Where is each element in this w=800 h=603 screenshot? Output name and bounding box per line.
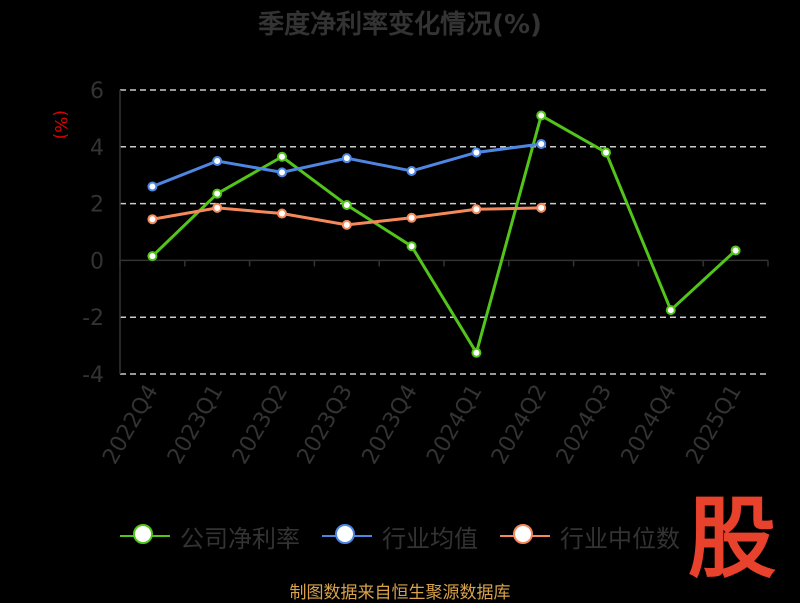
y-tick-label: 4 xyxy=(90,136,104,161)
data-point xyxy=(277,167,287,178)
x-tick-label: 2023Q1 xyxy=(163,381,228,469)
x-tick-label: 2024Q3 xyxy=(552,381,617,469)
x-tick-label: 2023Q2 xyxy=(228,381,293,469)
x-tick-label: 2024Q1 xyxy=(422,381,487,469)
x-tick-label: 2023Q4 xyxy=(357,381,422,469)
series-line xyxy=(151,113,737,357)
data-point xyxy=(341,219,352,230)
legend-swatch xyxy=(120,524,170,544)
legend-swatch xyxy=(322,524,372,544)
data-point xyxy=(212,156,223,166)
data-point xyxy=(665,305,676,316)
y-tick-label: 6 xyxy=(90,79,104,104)
legend-marker xyxy=(133,524,153,544)
x-tick-label: 2022Q4 xyxy=(98,381,163,469)
legend-item[interactable]: 行业均值 xyxy=(322,520,478,553)
legend-marker xyxy=(335,524,355,544)
data-point xyxy=(471,147,482,158)
data-point xyxy=(147,214,158,225)
source-footer: 制图数据来自恒生聚源数据库 xyxy=(289,583,511,603)
data-point xyxy=(212,188,223,199)
y-tick-label: -2 xyxy=(82,306,104,331)
x-tick-label: 2025Q1 xyxy=(681,381,746,469)
legend-swatch xyxy=(500,524,550,544)
data-point xyxy=(147,251,158,262)
watermark-logo: 股 xyxy=(688,486,777,590)
data-point xyxy=(277,208,287,219)
legend-item[interactable]: 行业中位数 xyxy=(500,520,680,553)
legend-label: 行业中位数 xyxy=(560,524,680,553)
data-point xyxy=(536,138,547,149)
data-point xyxy=(730,245,741,256)
y-tick-label: 0 xyxy=(90,249,104,274)
y-axis-label: (%) xyxy=(50,110,70,140)
x-tick-label: 2024Q2 xyxy=(487,381,552,469)
data-point xyxy=(471,347,482,358)
data-point xyxy=(341,200,352,211)
y-tick-label: -4 xyxy=(82,363,104,388)
data-point xyxy=(212,202,223,213)
y-tick-label: 2 xyxy=(90,193,104,218)
legend-marker xyxy=(513,524,533,544)
data-point xyxy=(341,153,352,164)
series-line xyxy=(151,142,542,188)
data-point xyxy=(277,151,287,162)
data-point xyxy=(536,110,547,121)
legend: 公司净利率 行业均值 行业中位数 xyxy=(120,520,680,553)
legend-item[interactable]: 公司净利率 xyxy=(120,520,300,553)
data-point xyxy=(406,241,417,252)
chart-title: 季度净利率变化情况(%) xyxy=(258,10,542,40)
legend-label: 行业均值 xyxy=(382,524,478,553)
data-point xyxy=(536,202,547,213)
data-point xyxy=(471,204,482,215)
x-tick-label: 2023Q3 xyxy=(293,381,358,469)
data-point xyxy=(406,212,417,223)
data-point xyxy=(601,147,611,158)
data-point xyxy=(147,181,158,192)
legend-label: 公司净利率 xyxy=(180,524,300,553)
data-point xyxy=(406,165,417,176)
x-tick-label: 2024Q4 xyxy=(617,381,682,469)
